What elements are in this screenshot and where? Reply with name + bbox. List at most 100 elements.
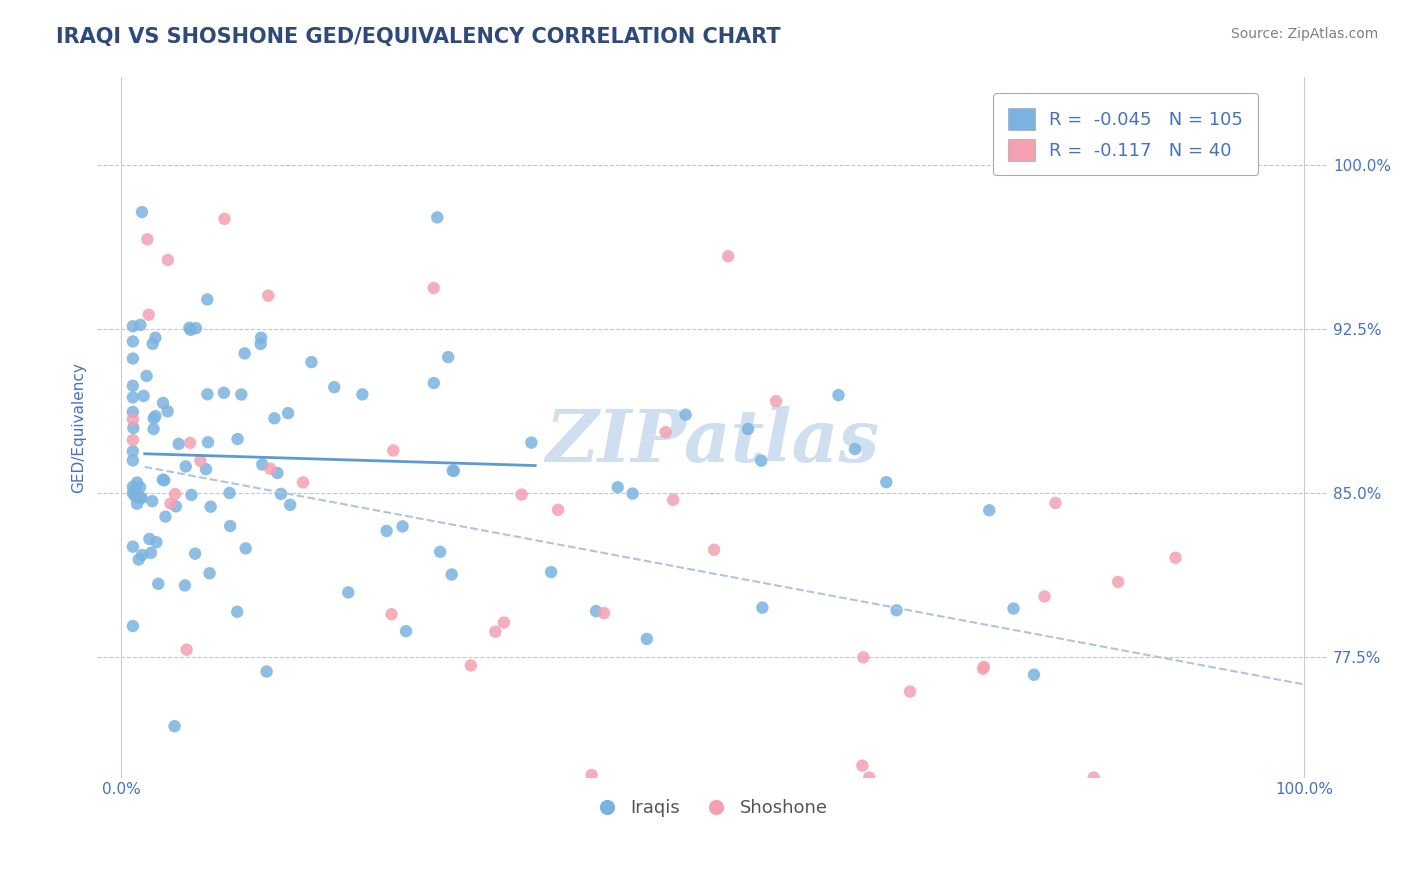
Point	[142, 411, 165, 425]
Point	[121, 334, 143, 349]
Point	[510, 487, 533, 501]
Point	[606, 480, 628, 494]
Point	[124, 483, 146, 497]
Point	[184, 547, 207, 561]
Point	[581, 768, 603, 782]
Point	[219, 519, 242, 533]
Point	[165, 500, 187, 514]
Point	[250, 331, 273, 345]
Point	[142, 337, 165, 351]
Point	[190, 454, 212, 468]
Text: Source: ZipAtlas.com: Source: ZipAtlas.com	[1230, 27, 1378, 41]
Point	[179, 435, 201, 450]
Point	[121, 444, 143, 458]
Point	[145, 409, 167, 424]
Point	[973, 660, 995, 674]
Point	[540, 565, 562, 579]
Point	[301, 355, 323, 369]
Point	[484, 624, 506, 639]
Point	[737, 422, 759, 436]
Point	[323, 380, 346, 394]
Y-axis label: GED/Equivalency: GED/Equivalency	[72, 362, 86, 493]
Point	[159, 497, 181, 511]
Point	[121, 433, 143, 447]
Point	[145, 535, 167, 549]
Point	[233, 346, 256, 360]
Point	[195, 293, 218, 307]
Point	[270, 487, 292, 501]
Point	[148, 577, 170, 591]
Point	[121, 378, 143, 392]
Point	[125, 497, 148, 511]
Point	[278, 498, 301, 512]
Point	[125, 475, 148, 490]
Point	[675, 408, 697, 422]
Point	[593, 606, 616, 620]
Legend: Iraqis, Shoshone: Iraqis, Shoshone	[591, 792, 835, 824]
Point	[152, 473, 174, 487]
Point	[429, 545, 451, 559]
Point	[174, 578, 197, 592]
Point	[703, 542, 725, 557]
Point	[121, 391, 143, 405]
Point	[156, 252, 179, 267]
Point	[266, 466, 288, 480]
Point	[827, 388, 849, 402]
Point	[155, 509, 177, 524]
Point	[129, 491, 152, 505]
Point	[176, 642, 198, 657]
Point	[1045, 496, 1067, 510]
Point	[1107, 574, 1129, 589]
Point	[852, 650, 875, 665]
Point	[174, 459, 197, 474]
Point	[257, 288, 280, 302]
Point	[167, 437, 190, 451]
Point	[441, 464, 464, 478]
Point	[259, 461, 281, 475]
Point	[121, 412, 143, 426]
Point	[145, 331, 167, 345]
Point	[380, 607, 402, 622]
Point	[121, 540, 143, 554]
Point	[440, 567, 463, 582]
Point	[122, 421, 145, 435]
Point	[226, 432, 249, 446]
Text: IRAQI VS SHOSHONE GED/EQUIVALENCY CORRELATION CHART: IRAQI VS SHOSHONE GED/EQUIVALENCY CORREL…	[56, 27, 780, 46]
Point	[277, 406, 299, 420]
Point	[142, 422, 165, 436]
Point	[520, 435, 543, 450]
Point	[131, 205, 153, 219]
Point	[395, 624, 418, 639]
Point	[135, 368, 157, 383]
Point	[163, 719, 186, 733]
Point	[197, 387, 219, 401]
Point	[214, 211, 236, 226]
Point	[138, 532, 160, 546]
Point	[391, 519, 413, 533]
Point	[235, 541, 257, 556]
Point	[898, 684, 921, 698]
Point	[375, 524, 398, 538]
Point	[844, 442, 866, 456]
Point	[131, 548, 153, 562]
Point	[751, 600, 773, 615]
Point	[352, 387, 374, 401]
Point	[875, 475, 897, 490]
Point	[422, 281, 444, 295]
Point	[138, 308, 160, 322]
Point	[636, 632, 658, 646]
Point	[121, 619, 143, 633]
Point	[195, 462, 218, 476]
Point	[979, 503, 1001, 517]
Point	[1033, 590, 1056, 604]
Point	[129, 318, 152, 332]
Point	[124, 490, 146, 504]
Point	[121, 480, 143, 494]
Point	[437, 350, 460, 364]
Point	[129, 480, 152, 494]
Point	[121, 486, 143, 500]
Point	[765, 394, 787, 409]
Point	[426, 211, 449, 225]
Point	[179, 320, 201, 334]
Point	[621, 486, 644, 500]
